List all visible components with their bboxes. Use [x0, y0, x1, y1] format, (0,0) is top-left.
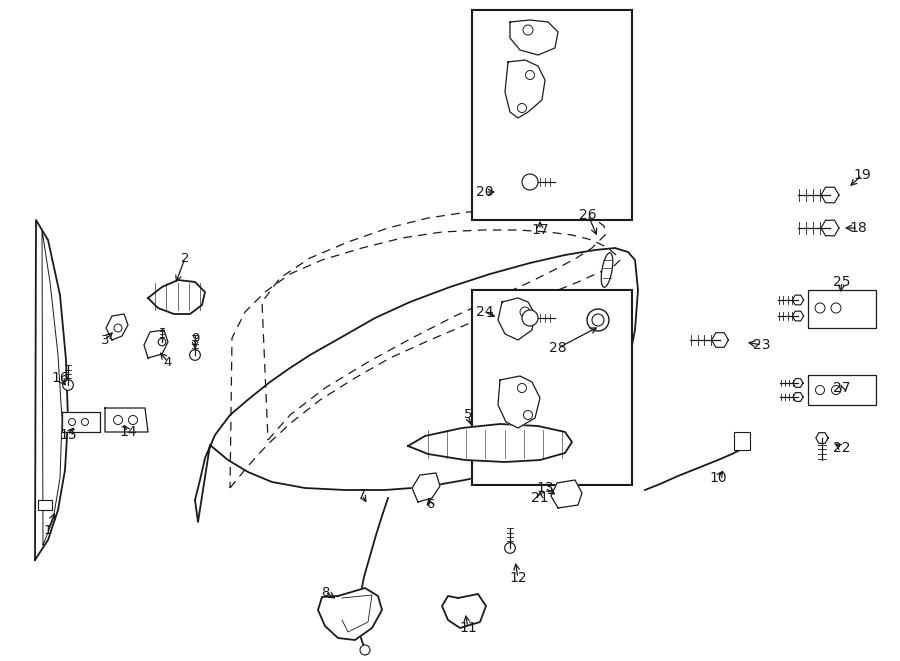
Bar [808, 290, 876, 328]
Text: 21: 21 [531, 491, 549, 505]
Polygon shape [62, 412, 100, 432]
Text: 19: 19 [853, 168, 871, 182]
Polygon shape [821, 220, 839, 236]
Polygon shape [815, 433, 828, 444]
Text: 16: 16 [51, 371, 69, 385]
Polygon shape [551, 480, 582, 508]
Polygon shape [821, 187, 839, 203]
Circle shape [190, 350, 201, 360]
Polygon shape [793, 393, 803, 401]
Polygon shape [442, 594, 486, 628]
Text: 23: 23 [753, 338, 770, 352]
Polygon shape [412, 473, 440, 502]
Text: 1: 1 [44, 524, 52, 537]
Polygon shape [408, 424, 572, 462]
Text: 18: 18 [849, 221, 867, 235]
Circle shape [505, 543, 516, 553]
Circle shape [587, 309, 609, 331]
Bar [734, 432, 750, 450]
Text: 12: 12 [509, 571, 526, 585]
Circle shape [63, 379, 73, 390]
Text: 10: 10 [709, 471, 727, 485]
Bar [38, 500, 52, 510]
Text: 26: 26 [580, 208, 597, 222]
Polygon shape [148, 280, 205, 314]
Text: 6: 6 [426, 498, 434, 512]
Text: 17: 17 [531, 223, 549, 237]
Text: 24: 24 [476, 305, 494, 319]
Text: 5: 5 [464, 408, 472, 422]
Polygon shape [318, 588, 382, 640]
Circle shape [158, 338, 166, 346]
Text: 11: 11 [459, 621, 477, 635]
Bar [472, 10, 632, 220]
Text: 25: 25 [833, 275, 850, 289]
Polygon shape [792, 311, 804, 321]
Polygon shape [498, 298, 535, 340]
Text: 3: 3 [101, 334, 109, 346]
Polygon shape [144, 330, 168, 358]
Text: 14: 14 [119, 425, 137, 439]
Text: 9: 9 [191, 332, 199, 344]
Text: 27: 27 [833, 381, 850, 395]
Text: 15: 15 [59, 428, 76, 442]
Text: 22: 22 [833, 441, 850, 455]
Polygon shape [793, 379, 803, 387]
Polygon shape [106, 314, 128, 340]
Circle shape [522, 174, 538, 190]
Circle shape [522, 310, 538, 326]
Polygon shape [498, 376, 540, 428]
Polygon shape [792, 295, 804, 305]
Text: 28: 28 [549, 341, 567, 355]
Text: 4: 4 [164, 356, 172, 368]
Polygon shape [712, 332, 728, 347]
Polygon shape [510, 20, 558, 55]
Text: 20: 20 [476, 185, 494, 199]
Bar [808, 375, 876, 405]
Polygon shape [105, 408, 148, 432]
Ellipse shape [601, 253, 613, 288]
Text: 13: 13 [536, 481, 554, 495]
Bar [472, 290, 632, 485]
Text: 7: 7 [358, 488, 366, 502]
Text: 8: 8 [320, 586, 329, 598]
Polygon shape [505, 60, 545, 118]
Circle shape [360, 645, 370, 655]
Text: 2: 2 [181, 251, 189, 264]
